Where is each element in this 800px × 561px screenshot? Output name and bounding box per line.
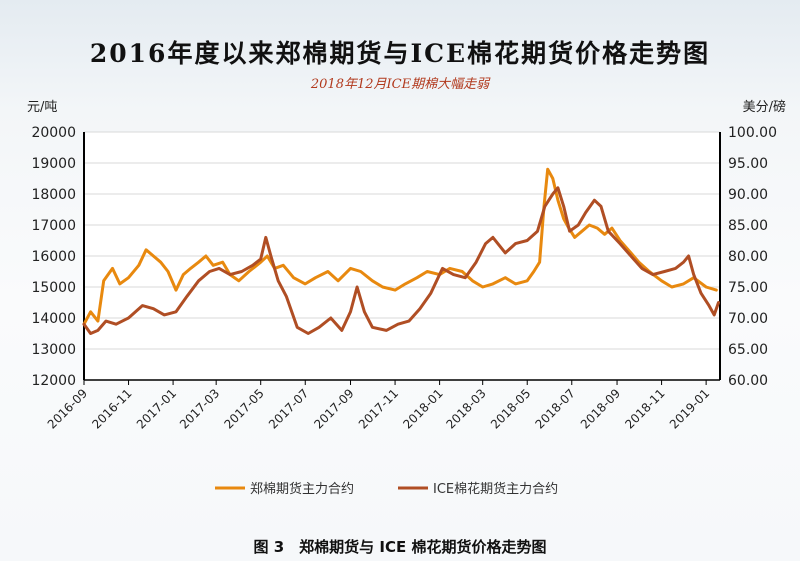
left-tick-label: 16000 <box>31 249 76 265</box>
left-tick-label: 18000 <box>31 187 76 203</box>
right-tick-label: 70.00 <box>728 311 768 327</box>
right-tick-label: 90.00 <box>728 187 768 203</box>
x-tick-label: 2017-01 <box>134 386 179 431</box>
x-tick-label: 2018-07 <box>533 386 578 431</box>
x-tick-label: 2018-03 <box>443 386 488 431</box>
right-tick-label: 85.00 <box>728 218 768 234</box>
legend-label: ICE棉花期货主力合约 <box>433 481 558 497</box>
legend-label: 郑棉期货主力合约 <box>250 481 354 497</box>
x-tick-label: 2016-09 <box>45 386 90 431</box>
price-chart: 20000 100.00 19000 95.00 18000 90.00 17000 85.0… <box>31 125 777 497</box>
left-axis-unit: 元/吨 <box>27 100 58 115</box>
left-tick-label: 15000 <box>31 280 76 296</box>
chart-title: 2016年度以来郑棉期货与ICE棉花期货价格走势图 <box>89 39 711 68</box>
x-tick-label: 2017-11 <box>356 386 401 431</box>
left-tick-label: 12000 <box>31 373 76 389</box>
right-axis-unit: 美分/磅 <box>742 100 786 115</box>
x-tick-label: 2017-09 <box>311 386 356 431</box>
x-tick-label: 2018-11 <box>622 386 667 431</box>
x-tick-label: 2018-09 <box>578 386 623 431</box>
ice-cotton-line <box>82 186 720 335</box>
x-tick-label: 2018-01 <box>400 386 445 431</box>
left-tick-label: 17000 <box>31 218 76 234</box>
left-tick-label: 14000 <box>31 311 76 327</box>
right-tick-label: 80.00 <box>728 249 768 265</box>
x-tick-label: 2017-03 <box>177 386 222 431</box>
left-tick-label: 20000 <box>31 125 76 141</box>
x-tick-label: 2017-05 <box>221 386 266 431</box>
x-tick-label: 2016-11 <box>89 386 134 431</box>
left-tick-label: 13000 <box>31 342 76 358</box>
x-tick-label: 2018-05 <box>488 386 533 431</box>
zce-cotton-line <box>82 167 718 326</box>
chart-subtitle: 2018年12月ICE期棉大幅走弱 <box>310 77 490 92</box>
right-tick-label: 65.00 <box>728 342 768 358</box>
right-tick-label: 75.00 <box>728 280 768 296</box>
right-tick-label: 60.00 <box>728 373 768 389</box>
right-tick-label: 95.00 <box>728 156 768 172</box>
x-tick-label: 2019-01 <box>667 386 712 431</box>
x-tick-label: 2017-07 <box>266 386 311 431</box>
figure-caption: 图 3 郑棉期货与 ICE 棉花期货价格走势图 <box>253 538 547 556</box>
right-tick-label: 100.00 <box>728 125 777 141</box>
left-tick-label: 19000 <box>31 156 76 172</box>
